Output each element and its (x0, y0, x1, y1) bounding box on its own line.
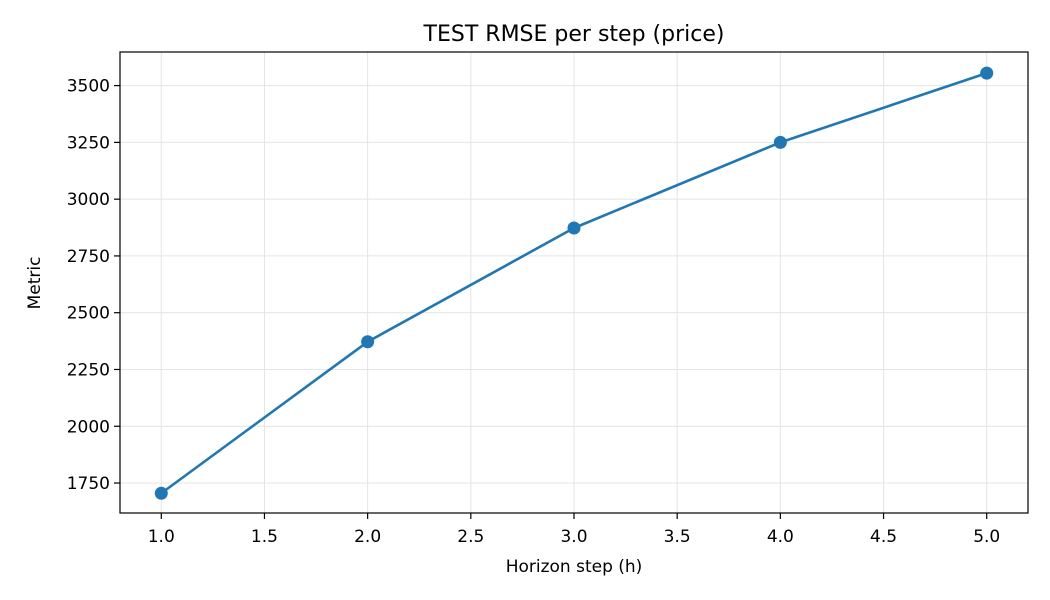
x-axis-label: Horizon step (h) (506, 557, 643, 577)
y-tick-label: 3000 (67, 190, 110, 210)
data-point (980, 66, 994, 80)
y-axis: 1750 2000 2250 2500 2750 3000 3250 3500 (67, 77, 120, 494)
x-tick-label: 4.0 (767, 527, 794, 547)
series-layer (154, 66, 994, 500)
grid-lines (120, 52, 1028, 513)
x-tick-label: 3.0 (560, 527, 587, 547)
x-tick-label: 2.0 (354, 527, 381, 547)
chart-title: TEST RMSE per step (price) (423, 22, 725, 47)
y-tick-label: 3250 (67, 133, 110, 153)
x-tick-label: 1.0 (148, 527, 175, 547)
y-tick-label: 3500 (67, 77, 110, 97)
y-tick-label: 2500 (67, 304, 110, 324)
x-tick-label: 3.5 (664, 527, 691, 547)
x-tick-label: 4.5 (870, 527, 897, 547)
data-point (773, 135, 787, 149)
y-tick-label: 2250 (67, 360, 110, 380)
y-tick-label: 1750 (67, 474, 110, 494)
x-axis: 1.0 1.5 2.0 2.5 3.0 3.5 4.0 4.5 5.0 (148, 513, 1000, 547)
y-axis-label: Metric (25, 257, 45, 310)
data-point (567, 221, 581, 235)
x-tick-label: 5.0 (973, 527, 1000, 547)
data-point (154, 486, 168, 500)
data-point (361, 335, 375, 349)
x-tick-label: 1.5 (251, 527, 278, 547)
y-tick-label: 2750 (67, 247, 110, 267)
x-tick-label: 2.5 (457, 527, 484, 547)
y-tick-label: 2000 (67, 417, 110, 437)
